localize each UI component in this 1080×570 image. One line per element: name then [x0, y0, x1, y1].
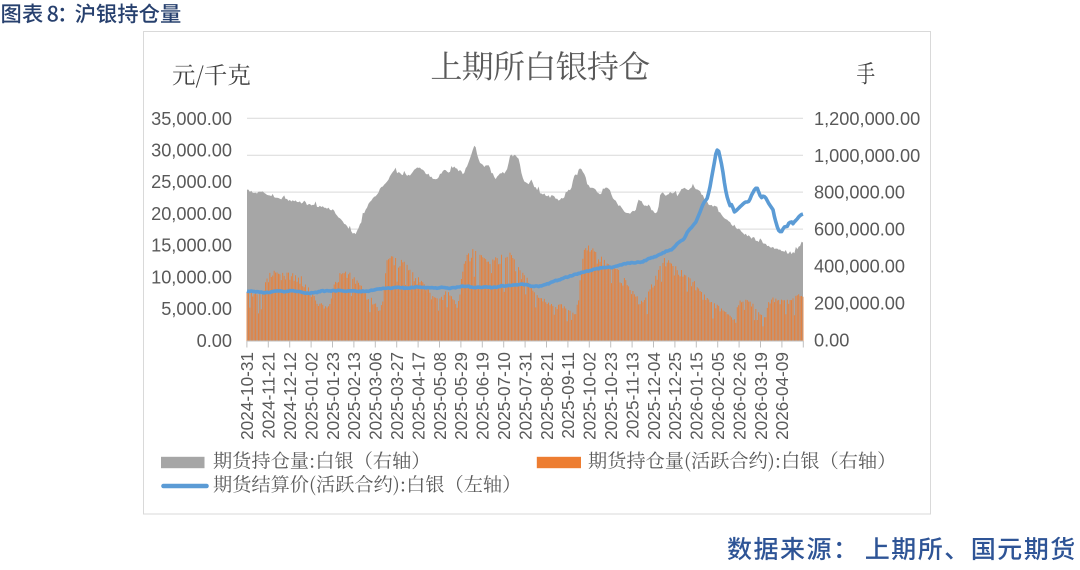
- svg-text:2026-02-26: 2026-02-26: [729, 352, 749, 440]
- svg-text:600,000.00: 600,000.00: [814, 220, 905, 240]
- svg-text:5,000.00: 5,000.00: [161, 299, 232, 319]
- svg-text:1,200,000.00: 1,200,000.00: [814, 109, 920, 129]
- svg-text:2025-05-08: 2025-05-08: [430, 352, 450, 440]
- svg-text:2024-12-12: 2024-12-12: [280, 352, 300, 440]
- svg-text:35,000.00: 35,000.00: [151, 109, 232, 129]
- svg-text:25,000.00: 25,000.00: [151, 172, 232, 192]
- svg-text:0.00: 0.00: [197, 331, 232, 351]
- svg-text:2025-07-31: 2025-07-31: [515, 352, 535, 440]
- svg-text:2025-08-21: 2025-08-21: [537, 352, 557, 440]
- svg-text:15,000.00: 15,000.00: [151, 236, 232, 256]
- svg-text:2025-01-02: 2025-01-02: [301, 352, 321, 440]
- svg-text:1,000,000.00: 1,000,000.00: [814, 146, 920, 166]
- svg-text:2025-12-25: 2025-12-25: [665, 352, 685, 440]
- svg-text:2025-07-10: 2025-07-10: [494, 352, 514, 440]
- svg-text:2026-02-05: 2026-02-05: [708, 352, 728, 440]
- svg-text:2024-11-21: 2024-11-21: [259, 352, 279, 439]
- svg-text:2025-09-11: 2025-09-11: [558, 352, 578, 439]
- svg-text:30,000.00: 30,000.00: [151, 141, 232, 161]
- svg-text:2025-03-27: 2025-03-27: [387, 352, 407, 440]
- svg-text:2025-03-06: 2025-03-06: [366, 352, 386, 440]
- svg-text:2026-03-19: 2026-03-19: [751, 352, 771, 440]
- svg-text:20,000.00: 20,000.00: [151, 204, 232, 224]
- svg-text:2026-04-09: 2026-04-09: [772, 352, 792, 440]
- svg-text:2025-02-13: 2025-02-13: [344, 352, 364, 440]
- svg-text:2025-10-02: 2025-10-02: [580, 352, 600, 440]
- svg-text:2025-10-23: 2025-10-23: [601, 352, 621, 440]
- svg-text:0.00: 0.00: [814, 331, 849, 351]
- svg-text:2026-01-15: 2026-01-15: [687, 352, 707, 440]
- svg-text:800,000.00: 800,000.00: [814, 183, 905, 203]
- svg-text:2025-12-04: 2025-12-04: [644, 352, 664, 440]
- svg-text:2025-05-29: 2025-05-29: [451, 352, 471, 440]
- svg-text:10,000.00: 10,000.00: [151, 267, 232, 287]
- svg-text:200,000.00: 200,000.00: [814, 294, 905, 314]
- svg-text:2024-10-31: 2024-10-31: [237, 352, 257, 440]
- svg-text:2025-04-17: 2025-04-17: [408, 352, 428, 440]
- svg-text:2025-01-23: 2025-01-23: [323, 352, 343, 440]
- svg-text:400,000.00: 400,000.00: [814, 257, 905, 277]
- svg-text:2025-06-19: 2025-06-19: [473, 352, 493, 440]
- svg-text:2025-11-13: 2025-11-13: [622, 352, 642, 439]
